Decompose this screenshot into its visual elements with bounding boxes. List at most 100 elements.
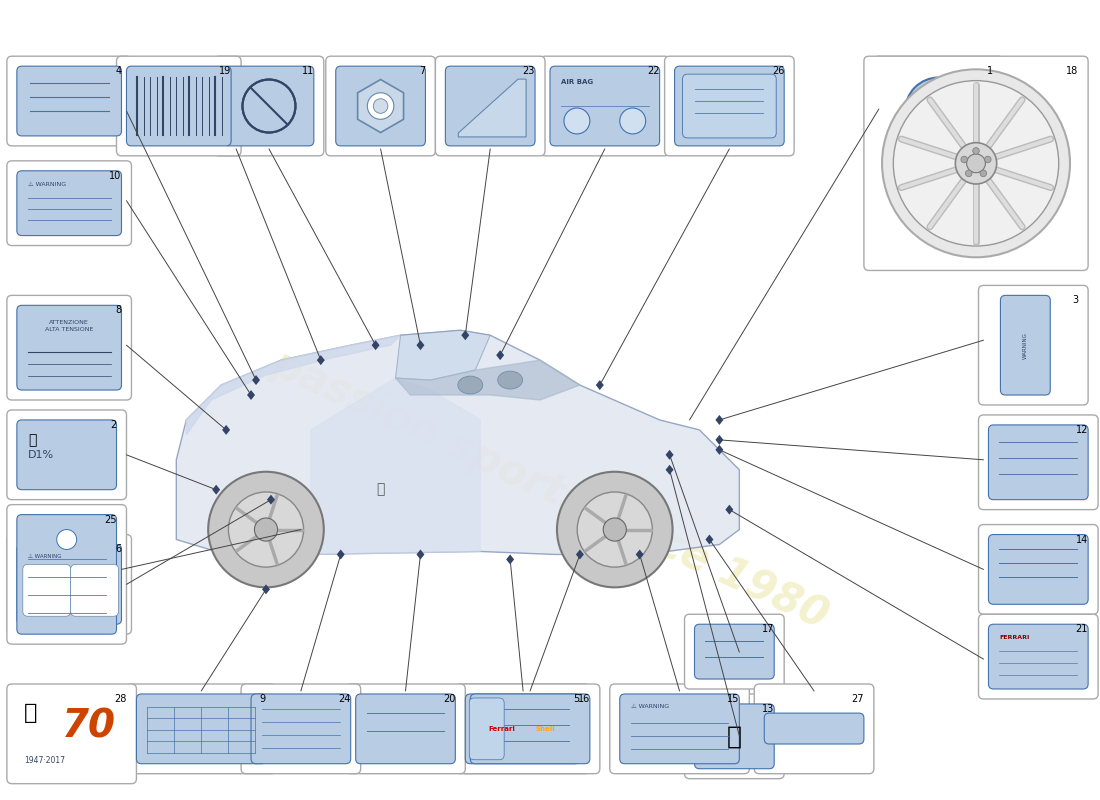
FancyBboxPatch shape xyxy=(7,505,126,644)
FancyBboxPatch shape xyxy=(764,713,864,744)
FancyBboxPatch shape xyxy=(16,306,121,390)
FancyBboxPatch shape xyxy=(214,56,323,156)
Text: 2: 2 xyxy=(110,420,117,430)
FancyBboxPatch shape xyxy=(540,56,670,156)
Polygon shape xyxy=(705,534,714,545)
Circle shape xyxy=(367,93,394,119)
FancyBboxPatch shape xyxy=(1000,295,1050,395)
Text: 18: 18 xyxy=(1066,66,1078,76)
Text: 7: 7 xyxy=(419,66,426,76)
FancyBboxPatch shape xyxy=(864,56,1088,270)
Circle shape xyxy=(980,170,987,177)
Text: 🛢: 🛢 xyxy=(28,433,36,447)
FancyBboxPatch shape xyxy=(550,66,660,146)
Text: 1: 1 xyxy=(988,66,993,76)
Polygon shape xyxy=(417,340,425,350)
Text: 9: 9 xyxy=(260,694,266,704)
Ellipse shape xyxy=(497,371,522,389)
FancyBboxPatch shape xyxy=(355,694,455,764)
Text: 25: 25 xyxy=(104,514,117,525)
Text: 22: 22 xyxy=(647,66,660,76)
Text: 5: 5 xyxy=(573,694,580,704)
FancyBboxPatch shape xyxy=(694,704,774,769)
Polygon shape xyxy=(176,330,739,554)
Polygon shape xyxy=(186,335,400,435)
FancyBboxPatch shape xyxy=(694,624,774,679)
FancyBboxPatch shape xyxy=(609,684,749,774)
Text: 1947·2017: 1947·2017 xyxy=(24,756,65,765)
FancyBboxPatch shape xyxy=(979,415,1098,510)
FancyBboxPatch shape xyxy=(674,66,784,146)
Text: ⚠ WARNING: ⚠ WARNING xyxy=(28,182,66,186)
FancyBboxPatch shape xyxy=(684,694,784,778)
Polygon shape xyxy=(496,350,504,360)
FancyBboxPatch shape xyxy=(117,56,241,156)
Text: 28: 28 xyxy=(114,694,126,704)
FancyBboxPatch shape xyxy=(460,684,600,774)
FancyBboxPatch shape xyxy=(682,74,777,138)
FancyBboxPatch shape xyxy=(224,66,314,146)
Text: MAX: MAX xyxy=(928,102,949,111)
Polygon shape xyxy=(636,550,644,559)
FancyBboxPatch shape xyxy=(446,66,535,146)
FancyBboxPatch shape xyxy=(7,56,132,146)
Text: 24: 24 xyxy=(339,694,351,704)
FancyBboxPatch shape xyxy=(664,56,794,156)
Text: 15: 15 xyxy=(727,694,739,704)
FancyBboxPatch shape xyxy=(979,525,1098,614)
Circle shape xyxy=(984,156,991,162)
Polygon shape xyxy=(666,465,673,474)
Circle shape xyxy=(254,518,277,541)
Polygon shape xyxy=(459,79,526,137)
FancyBboxPatch shape xyxy=(979,286,1088,405)
FancyBboxPatch shape xyxy=(873,56,1003,166)
Polygon shape xyxy=(506,554,514,565)
Text: 16: 16 xyxy=(578,694,590,704)
Circle shape xyxy=(967,154,986,173)
FancyBboxPatch shape xyxy=(7,295,132,400)
Text: 13: 13 xyxy=(762,704,774,714)
Polygon shape xyxy=(267,494,275,505)
Text: 26: 26 xyxy=(772,66,784,76)
Polygon shape xyxy=(396,330,491,380)
Polygon shape xyxy=(417,550,425,559)
Text: 80: 80 xyxy=(928,111,949,126)
Circle shape xyxy=(893,81,1058,246)
FancyBboxPatch shape xyxy=(16,66,121,136)
Circle shape xyxy=(57,530,77,550)
Circle shape xyxy=(557,472,672,587)
Text: 23: 23 xyxy=(522,66,535,76)
Text: AIR BAG: AIR BAG xyxy=(561,79,593,85)
Circle shape xyxy=(619,108,646,134)
FancyBboxPatch shape xyxy=(345,684,465,774)
Text: 19: 19 xyxy=(219,66,231,76)
Text: Shell: Shell xyxy=(535,726,554,732)
FancyBboxPatch shape xyxy=(16,545,121,624)
Circle shape xyxy=(603,518,626,541)
Text: 10: 10 xyxy=(109,170,121,181)
Ellipse shape xyxy=(458,376,483,394)
Circle shape xyxy=(208,472,323,587)
Text: 🐴: 🐴 xyxy=(24,703,37,723)
FancyBboxPatch shape xyxy=(241,684,361,774)
Circle shape xyxy=(961,156,968,162)
FancyBboxPatch shape xyxy=(7,684,136,784)
Polygon shape xyxy=(248,390,255,400)
FancyBboxPatch shape xyxy=(455,684,590,774)
Polygon shape xyxy=(337,550,344,559)
Polygon shape xyxy=(358,79,404,133)
Text: ⚠ WARNING: ⚠ WARNING xyxy=(630,704,669,709)
Text: 27: 27 xyxy=(851,694,864,704)
FancyBboxPatch shape xyxy=(979,614,1098,699)
Text: 14: 14 xyxy=(1076,534,1088,545)
Polygon shape xyxy=(725,505,734,514)
Text: 🐴: 🐴 xyxy=(376,482,385,497)
FancyBboxPatch shape xyxy=(251,694,351,764)
Text: 20: 20 xyxy=(443,694,455,704)
FancyBboxPatch shape xyxy=(989,425,1088,500)
FancyBboxPatch shape xyxy=(7,534,132,634)
FancyBboxPatch shape xyxy=(436,56,544,156)
Circle shape xyxy=(242,79,296,133)
FancyBboxPatch shape xyxy=(16,170,121,235)
Text: ATTENZIONE
ALTA TENSIONE: ATTENZIONE ALTA TENSIONE xyxy=(45,320,94,332)
